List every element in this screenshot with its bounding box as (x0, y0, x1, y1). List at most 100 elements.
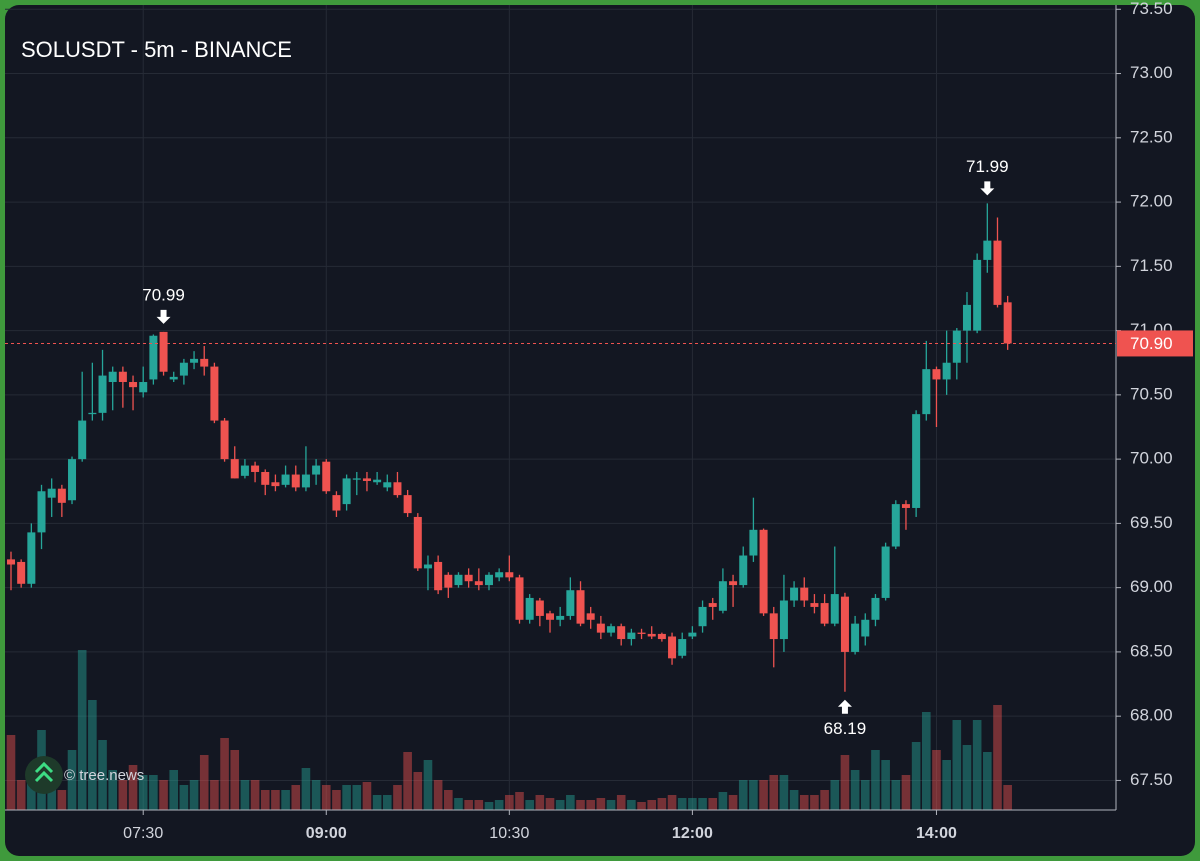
volume-bar (850, 770, 860, 810)
volume-bar (281, 790, 290, 810)
candle-body (993, 240, 1002, 305)
y-tick-label: 69.00 (1130, 577, 1173, 596)
y-tick-label: 68.00 (1130, 706, 1173, 725)
candle-body (88, 412, 97, 415)
candle-body (413, 516, 422, 569)
volume-bar (250, 780, 260, 810)
volume-bar (596, 798, 606, 810)
candle-body (881, 546, 890, 598)
volume-bar (922, 712, 931, 810)
volume-bar (718, 792, 728, 810)
candle-body (261, 471, 270, 485)
candle-body (759, 529, 768, 614)
annotation-label: 71.99 (966, 157, 1009, 176)
volume-layer (6, 650, 1012, 810)
candle-body (139, 382, 148, 393)
candle-body (281, 474, 290, 485)
volume-bar (535, 795, 545, 810)
volume-bar (454, 798, 463, 810)
volume-bar (67, 750, 77, 810)
candle-body (251, 465, 260, 472)
candle-body (668, 636, 677, 659)
x-tick-label: 14:00 (916, 825, 957, 842)
volume-bar (616, 795, 626, 810)
candle-body (607, 626, 616, 633)
chart-background (5, 5, 1195, 856)
volume-bar (860, 780, 870, 810)
candle-body (739, 555, 748, 586)
candle-body (37, 491, 46, 533)
candle-body (464, 574, 473, 582)
candle-body (515, 577, 524, 620)
candle-body (118, 371, 127, 383)
candle-body (474, 581, 483, 586)
volume-bar (962, 745, 972, 810)
volume-bar (677, 798, 687, 810)
candle-body (566, 590, 575, 616)
volume-bar (433, 780, 443, 810)
volume-bar (983, 752, 992, 810)
candle-body (271, 482, 280, 487)
annotation-arrow (156, 309, 171, 324)
volume-bar (332, 790, 341, 810)
volume-bar (474, 800, 484, 810)
volume-bar (494, 800, 504, 810)
last-price-label: 70.90 (1130, 334, 1173, 353)
candle-body (108, 371, 117, 383)
candle-body (657, 633, 666, 640)
volume-bar (901, 775, 911, 810)
volume-bar (189, 780, 199, 810)
candle-body (983, 240, 992, 260)
candle-body (556, 615, 565, 620)
volume-bar (169, 770, 179, 810)
volume-bar (27, 770, 36, 810)
grid (5, 5, 1116, 810)
volume-bar (840, 755, 850, 810)
candle-body (546, 613, 555, 620)
volume-bar (108, 770, 117, 810)
candle-body (749, 529, 758, 556)
volume-bar (464, 800, 473, 810)
candle-body (952, 330, 961, 363)
y-tick-label: 69.50 (1130, 513, 1173, 532)
candle-body (200, 358, 209, 367)
y-tick-label: 72.50 (1130, 127, 1173, 146)
candle-body (637, 632, 646, 634)
candle-body (779, 600, 788, 640)
candle-body (373, 479, 382, 483)
candle-body (484, 574, 493, 586)
candle-body (393, 482, 402, 496)
candle-body (973, 259, 982, 331)
volume-bar (138, 775, 148, 810)
volume-bar (942, 760, 951, 810)
volume-bar (1003, 785, 1012, 810)
volume-bar (423, 760, 433, 810)
volume-bar (210, 780, 219, 810)
candle-body (444, 574, 453, 588)
volume-bar (271, 790, 280, 810)
last-price-box (1117, 330, 1193, 357)
candle-body (98, 375, 107, 413)
volume-bar (728, 795, 738, 810)
volume-bar (555, 800, 565, 810)
candle-body (942, 362, 951, 380)
candle-body (840, 596, 849, 652)
volume-bar (118, 780, 128, 810)
watermark: © tree.news (64, 767, 144, 784)
candle-body (698, 606, 707, 627)
candle-body (57, 488, 66, 503)
y-tick-label: 70.00 (1130, 449, 1173, 468)
volume-bar (657, 798, 667, 810)
candle-body (535, 600, 544, 616)
volume-bar (688, 798, 697, 810)
annotation-label: 68.19 (824, 719, 867, 738)
candle-body (240, 465, 249, 476)
candle-body (342, 478, 351, 505)
volume-bar (179, 785, 189, 810)
candle-body (901, 504, 910, 508)
candle-body (68, 459, 77, 501)
y-tick-label: 72.00 (1130, 192, 1173, 211)
volume-bar (484, 802, 494, 810)
volume-bar (515, 792, 524, 810)
